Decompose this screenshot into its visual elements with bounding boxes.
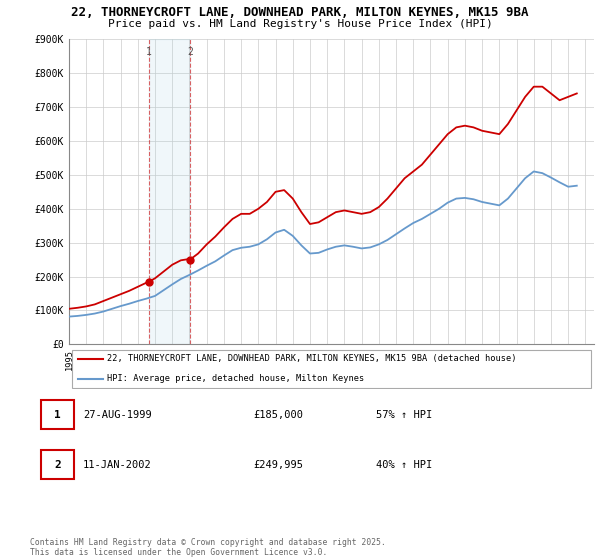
Text: 11-JAN-2002: 11-JAN-2002 — [83, 460, 152, 469]
Text: 2: 2 — [54, 460, 61, 469]
FancyBboxPatch shape — [71, 350, 592, 388]
Text: 27-AUG-1999: 27-AUG-1999 — [83, 410, 152, 420]
Text: £249,995: £249,995 — [253, 460, 303, 469]
Text: Contains HM Land Registry data © Crown copyright and database right 2025.
This d: Contains HM Land Registry data © Crown c… — [30, 538, 386, 557]
Text: 57% ↑ HPI: 57% ↑ HPI — [376, 410, 432, 420]
FancyBboxPatch shape — [41, 400, 74, 430]
Text: 22, THORNEYCROFT LANE, DOWNHEAD PARK, MILTON KEYNES, MK15 9BA: 22, THORNEYCROFT LANE, DOWNHEAD PARK, MI… — [71, 6, 529, 18]
Text: 2: 2 — [187, 47, 193, 57]
Text: HPI: Average price, detached house, Milton Keynes: HPI: Average price, detached house, Milt… — [107, 374, 364, 383]
Text: 22, THORNEYCROFT LANE, DOWNHEAD PARK, MILTON KEYNES, MK15 9BA (detached house): 22, THORNEYCROFT LANE, DOWNHEAD PARK, MI… — [107, 354, 516, 363]
Text: Price paid vs. HM Land Registry's House Price Index (HPI): Price paid vs. HM Land Registry's House … — [107, 19, 493, 29]
Text: 1: 1 — [146, 47, 152, 57]
FancyBboxPatch shape — [41, 450, 74, 479]
Bar — [149, 39, 190, 344]
Text: £185,000: £185,000 — [253, 410, 303, 420]
Text: 1: 1 — [54, 410, 61, 420]
Text: 40% ↑ HPI: 40% ↑ HPI — [376, 460, 432, 469]
